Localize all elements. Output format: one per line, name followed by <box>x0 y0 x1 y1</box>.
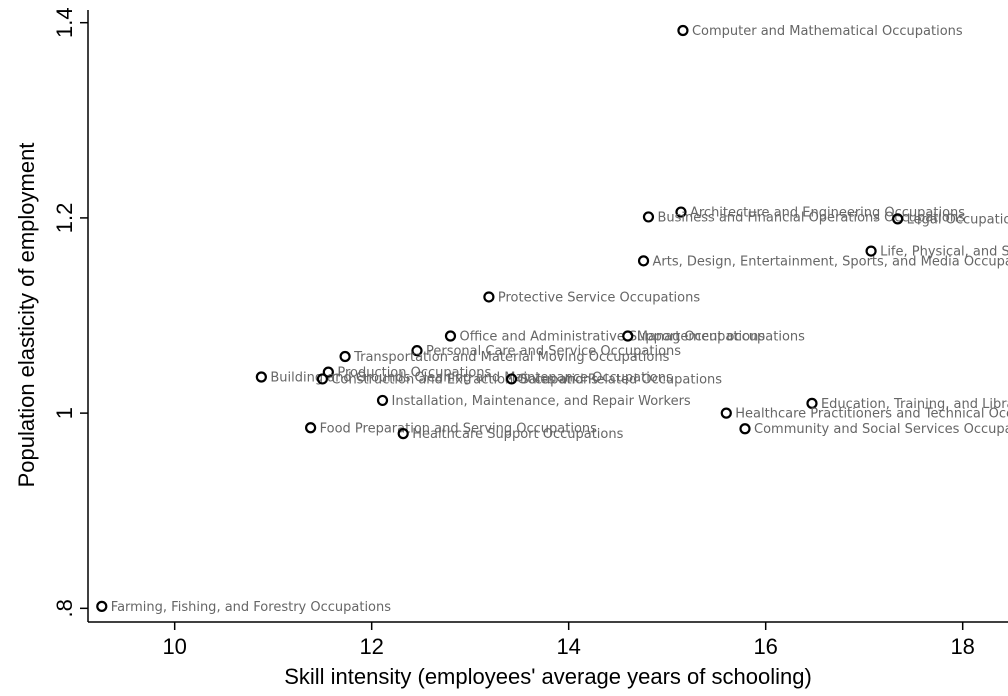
y-tick-label: .8 <box>52 599 77 617</box>
point-label: Education, Training, and Library Occupat… <box>821 397 1008 412</box>
x-tick-label: 18 <box>950 634 974 659</box>
point <box>637 255 650 267</box>
point <box>642 211 655 223</box>
y-tick-label: 1.2 <box>52 203 77 234</box>
point-label: Farming, Fishing, and Forestry Occupatio… <box>111 600 391 615</box>
point-label: Life, Physical, and Social Science Occup… <box>880 245 1008 260</box>
point-label: Food Preparation and Serving Occupations <box>320 421 598 436</box>
x-tick-label: 16 <box>753 634 777 659</box>
point-label: Legal Occupations <box>907 212 1008 227</box>
point-label: Arts, Design, Entertainment, Sports, and… <box>653 254 1008 269</box>
point-label: Business and Financial Operations Occupa… <box>657 210 965 225</box>
y-axis-title: Population elasticity of employment <box>14 143 39 488</box>
x-tick-label: 12 <box>359 634 383 659</box>
point <box>339 350 351 363</box>
point-label: Management occupations <box>637 330 805 345</box>
point-label: Community and Social Services Occupation… <box>754 422 1008 437</box>
x-tick-label: 10 <box>162 634 186 659</box>
point-label: Sales and Related Occupations <box>521 372 723 387</box>
x-axis-title: Skill intensity (employees' average year… <box>284 664 812 689</box>
point <box>411 345 423 357</box>
point <box>806 397 818 409</box>
point-label: Architecture and Engineering Occupations <box>690 206 965 221</box>
point <box>483 291 495 303</box>
point <box>892 213 904 225</box>
point <box>255 371 267 383</box>
point <box>865 245 877 257</box>
point-label: Personal Care and Service Occupations <box>426 344 681 359</box>
point-label: Protective Service Occupations <box>498 290 700 305</box>
point-label: Healthcare Support Occupations <box>412 427 623 442</box>
y-tick-label: 1 <box>52 407 77 419</box>
point <box>739 423 751 435</box>
point-label: Office and Administrative Support Occupa… <box>459 330 765 345</box>
point <box>397 428 409 440</box>
point <box>677 24 689 37</box>
point-label: Building and Grounds Cleaning and Mainte… <box>270 371 673 386</box>
point <box>316 373 329 385</box>
point <box>675 206 687 218</box>
point-label: Healthcare Practitioners and Technical O… <box>735 407 1008 422</box>
point <box>96 600 108 612</box>
point-label: Transportation and Material Moving Occup… <box>353 350 670 365</box>
point-label: Computer and Mathematical Occupations <box>692 24 963 39</box>
y-tick-label: 1.4 <box>52 7 77 38</box>
point-label: Installation, Maintenance, and Repair Wo… <box>392 394 691 409</box>
x-tick-label: 14 <box>556 634 580 659</box>
point <box>376 394 389 407</box>
point-label: Construction and Extraction Occupations <box>331 372 598 387</box>
point-label: Production Occupations <box>337 366 491 381</box>
point <box>720 407 732 419</box>
point <box>322 366 334 378</box>
point <box>505 373 518 385</box>
point <box>305 422 317 434</box>
point <box>622 330 634 342</box>
point <box>444 330 457 342</box>
